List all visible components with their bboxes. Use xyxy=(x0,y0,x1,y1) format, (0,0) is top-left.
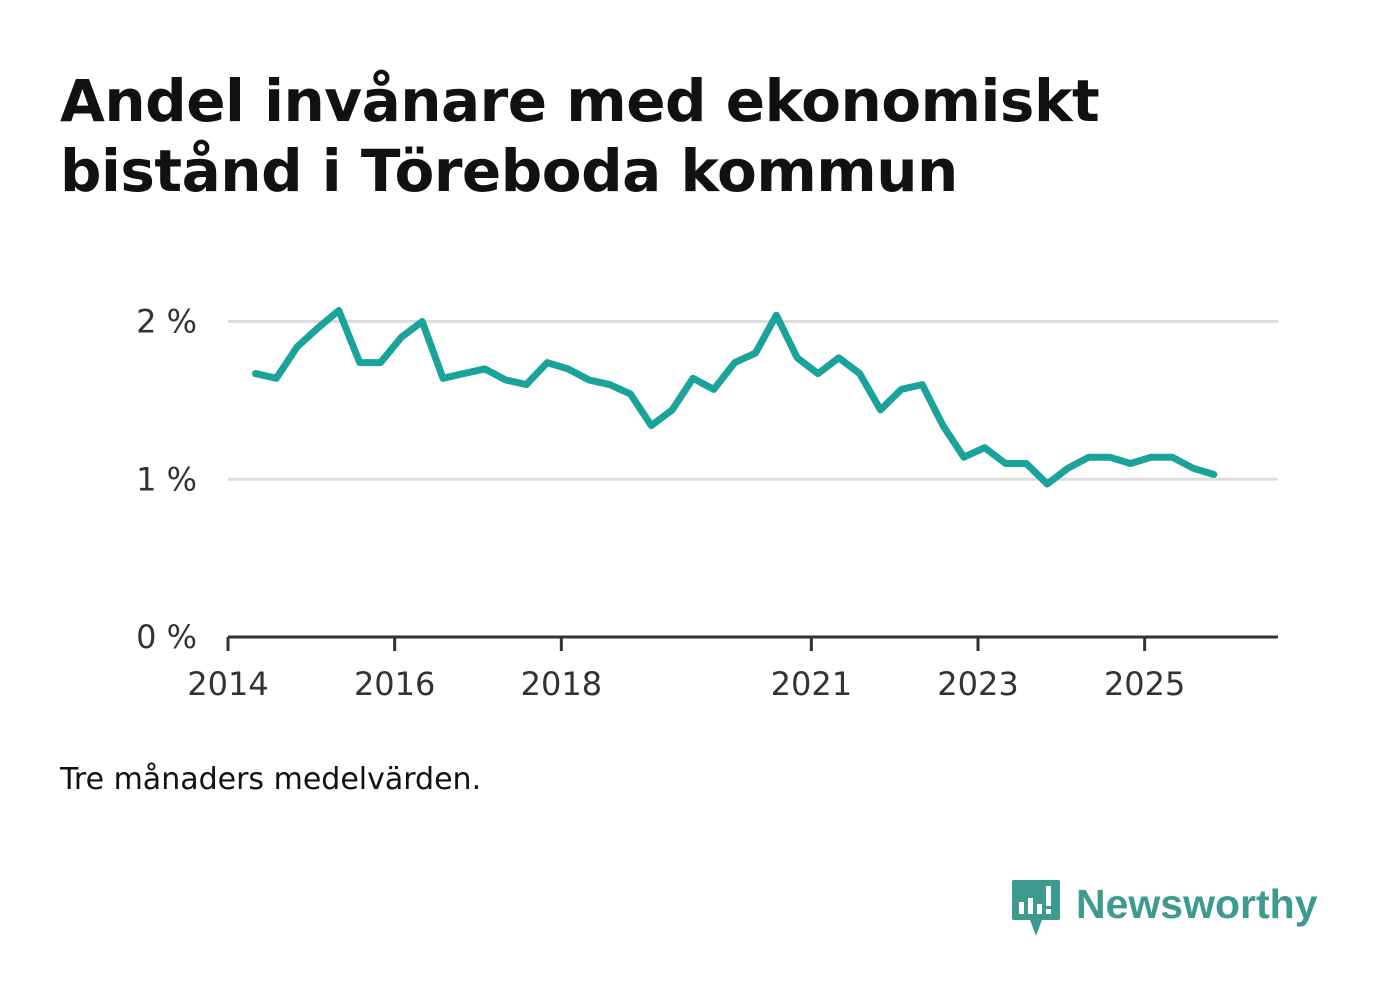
footnote: Tre månaders medelvärden. xyxy=(60,762,482,797)
series-lines xyxy=(252,307,1218,488)
y-tick-label: 1 % xyxy=(136,460,197,498)
x-tick-label: 2016 xyxy=(354,665,435,703)
x-tick-label: 2018 xyxy=(521,665,602,703)
x-tick-label: 2025 xyxy=(1104,665,1185,703)
gridlines xyxy=(228,320,1278,481)
tick-labels: 0 % 1 % 2 % 2014 2016 2018 2021 2023 2025 xyxy=(136,303,1185,703)
series-line xyxy=(252,307,1218,488)
chart-title: Andel invånare med ekonomiskt bistånd i … xyxy=(60,67,1100,205)
brand-name: Newsworthy xyxy=(1076,881,1318,927)
y-tick-label: 2 % xyxy=(136,303,197,341)
x-tick-label: 2014 xyxy=(187,665,268,703)
x-axis xyxy=(226,635,1278,651)
brand-logo[interactable]: Newsworthy xyxy=(1010,878,1318,942)
x-tick-label: 2023 xyxy=(937,665,1018,703)
x-tick-label: 2021 xyxy=(771,665,852,703)
bar-chart-speech-bubble-icon xyxy=(1012,880,1060,936)
y-tick-label: 0 % xyxy=(136,618,197,656)
